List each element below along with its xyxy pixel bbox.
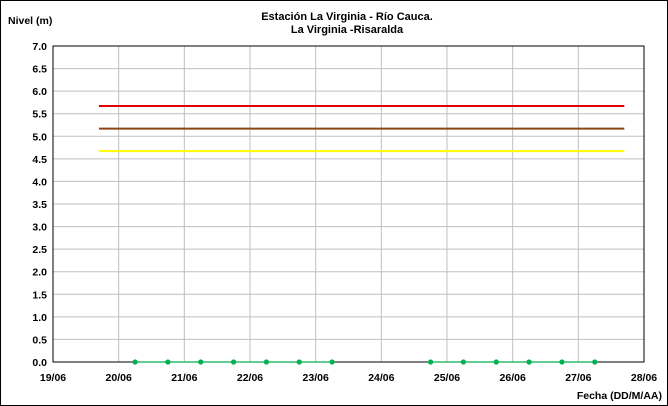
y-tick-label: 3.5 xyxy=(32,199,47,211)
data-point xyxy=(460,359,467,365)
y-tick-labels: 7.0 6.5 6.0 5.5 5.0 4.5 4.0 3.5 3.0 2.5 2.0 1.5 1.0 0… xyxy=(32,41,47,369)
data-point xyxy=(165,359,171,365)
y-tick-label: 3.0 xyxy=(32,222,47,234)
data-point xyxy=(198,359,204,365)
y-tick-label: 5.5 xyxy=(32,109,47,121)
x-axis-label: Fecha (DD/M/AA) xyxy=(577,390,662,402)
series-layer xyxy=(132,359,598,365)
y-tick-label: 6.0 xyxy=(32,86,47,98)
data-point xyxy=(132,359,138,365)
y-tick-label: 4.5 xyxy=(32,154,47,166)
x-tick-label: 21/06 xyxy=(171,372,197,384)
chart-subtitle: La Virginia -Risaralda xyxy=(291,24,404,36)
x-tick-label: 22/06 xyxy=(237,372,263,384)
y-tick-label: 2.0 xyxy=(32,267,47,279)
y-tick-label: 0.5 xyxy=(32,334,47,346)
data-point xyxy=(526,359,532,365)
x-tick-label: 28/06 xyxy=(631,372,657,384)
threshold-lines xyxy=(98,105,625,153)
x-tick-label: 25/06 xyxy=(434,372,460,384)
x-tick-label: 26/06 xyxy=(500,372,526,384)
x-tick-label: 23/06 xyxy=(303,372,329,384)
y-tick-label: 7.0 xyxy=(32,41,47,53)
data-point xyxy=(263,359,270,365)
y-tick-label: 2.5 xyxy=(32,244,47,256)
data-point xyxy=(427,359,434,365)
y-axis-label: Nivel (m) xyxy=(8,15,52,27)
y-tick-label: 1.0 xyxy=(32,312,47,324)
y-tick-label: 0.0 xyxy=(32,357,47,369)
x-tick-label: 24/06 xyxy=(368,372,394,384)
data-point xyxy=(230,359,237,365)
data-point xyxy=(559,359,565,365)
data-point xyxy=(296,359,302,365)
y-tick-label: 5.0 xyxy=(32,131,47,143)
data-point xyxy=(329,359,335,365)
data-point xyxy=(592,359,598,365)
y-tick-label: 1.5 xyxy=(32,289,47,301)
grid xyxy=(52,45,645,363)
y-tick-label: 6.5 xyxy=(32,64,47,76)
x-tick-label: 27/06 xyxy=(565,372,591,384)
y-tick-label: 4.0 xyxy=(32,176,47,188)
x-tick-label: 19/06 xyxy=(40,372,66,384)
plot-border xyxy=(52,45,645,363)
x-tick-labels: 19/06 20/06 21/06 22/06 23/06 24/06 25/06 26/06… xyxy=(40,372,657,384)
chart-title: Estación La Virginia - Río Cauca. xyxy=(261,11,433,23)
data-point xyxy=(493,359,499,365)
x-tick-label: 20/06 xyxy=(106,372,132,384)
